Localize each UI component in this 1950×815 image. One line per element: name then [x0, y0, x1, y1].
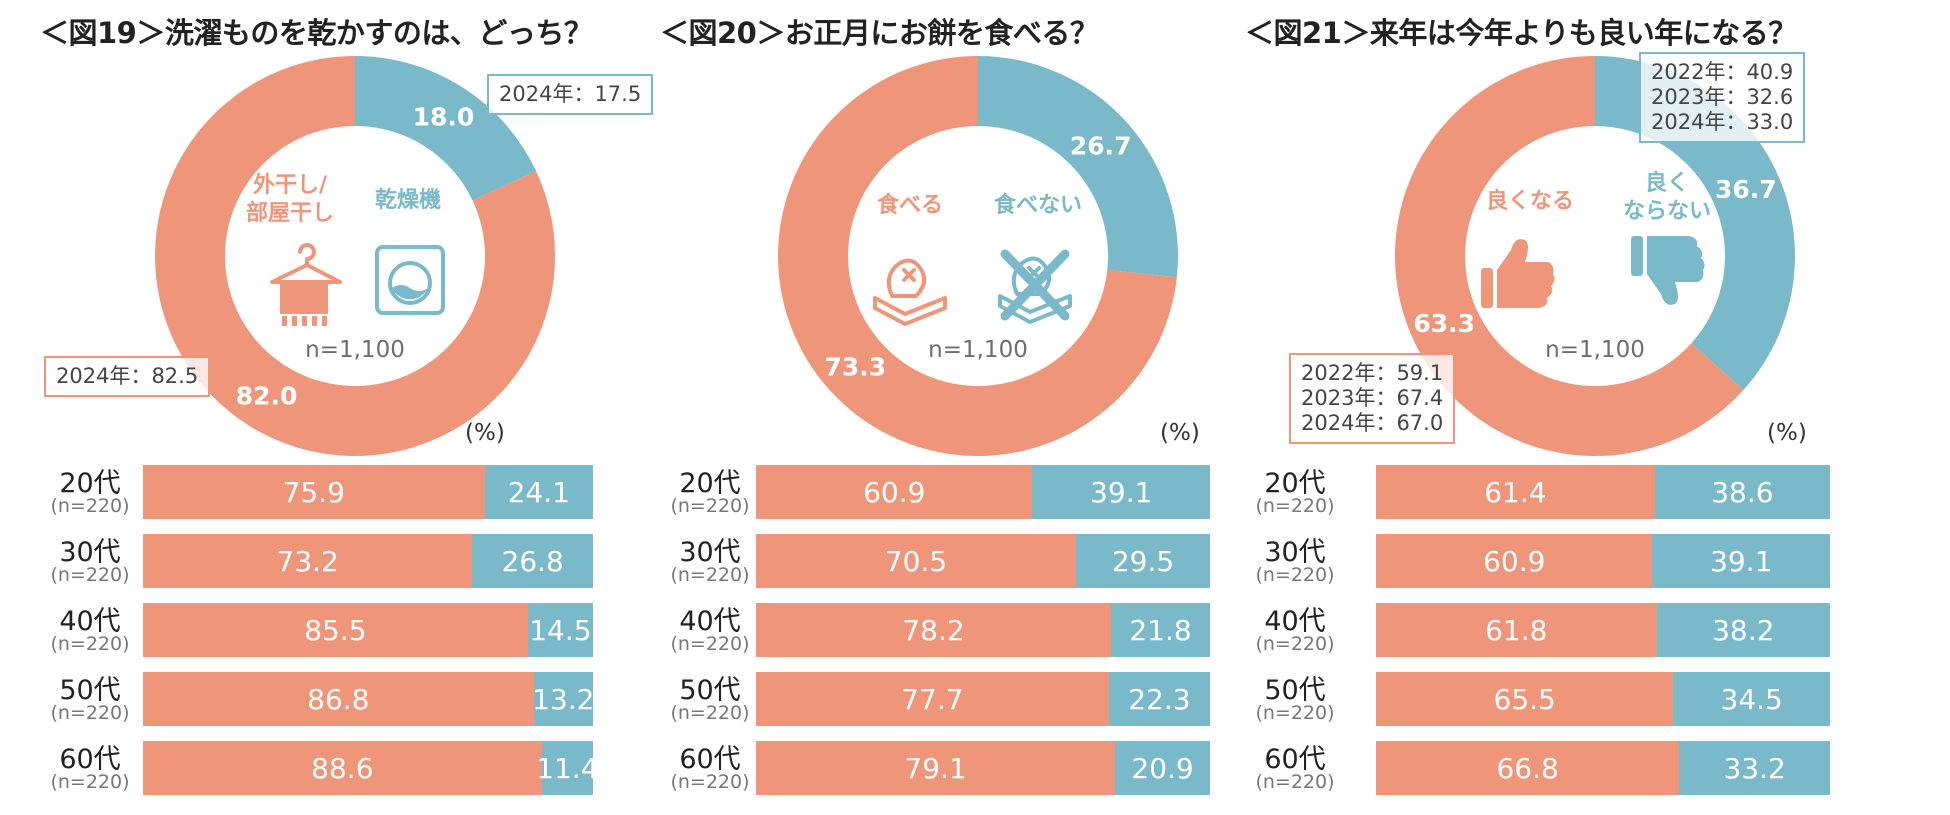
- stacked-bar: 77.7 22.3: [756, 672, 1210, 726]
- row-sample-size: (n=220): [1255, 564, 1335, 586]
- chart-title: ＜図20＞お正月にお餅を食べる？: [660, 16, 1099, 50]
- bar-segment-b: 29.5: [1076, 534, 1210, 588]
- row-sample-size: (n=220): [670, 633, 750, 655]
- bar-segment-a: 70.5: [756, 534, 1077, 588]
- callout-line: 2024年：82.5: [56, 364, 199, 388]
- age-label: 60代: [679, 744, 741, 775]
- callout-a: 2024年：82.5: [44, 356, 211, 397]
- bar-segment-b: 14.5: [527, 603, 593, 657]
- callout-line: 2022年：40.9: [1651, 60, 1794, 84]
- bar-segment-b: 33.2: [1679, 741, 1830, 795]
- age-label: 30代: [1264, 537, 1326, 568]
- age-label: 40代: [59, 606, 121, 637]
- bar-segment-b: 34.5: [1673, 672, 1830, 726]
- bar-segment-a: 66.8: [1376, 741, 1680, 795]
- bar-segment-a: 61.4: [1376, 465, 1655, 519]
- stacked-bar: 65.5 34.5: [1376, 672, 1830, 726]
- chart-panel-19: ＜図19＞洗濯ものを乾かすのは、どっち？ 20代 (n=220) 75.9 24.1 30…: [40, 0, 660, 815]
- callout-line: 2022年：59.1: [1301, 361, 1444, 385]
- callout-b: 2022年：40.9 2023年：32.6 2024年：33.0: [1639, 52, 1806, 143]
- stacked-bar: 85.5 14.5: [143, 603, 593, 657]
- unit-label: (%): [1767, 420, 1807, 446]
- row-sample-size: (n=220): [50, 702, 130, 724]
- stacked-bar: 75.9 24.1: [143, 465, 593, 519]
- callout-line: 2024年：17.5: [499, 82, 642, 106]
- callout-line: 2023年：32.6: [1651, 85, 1794, 109]
- bar-segment-b: 24.1: [484, 465, 593, 519]
- bar-segment-b: 21.8: [1111, 603, 1210, 657]
- age-label: 40代: [1264, 606, 1326, 637]
- bar-segment-b: 38.6: [1654, 465, 1830, 519]
- bar-segment-b: 26.8: [472, 534, 593, 588]
- bar-segment-b: 13.2: [532, 672, 594, 726]
- chart-title: ＜図21＞来年は今年よりも良い年になる？: [1245, 16, 1797, 50]
- bar-segment-b: 22.3: [1108, 672, 1210, 726]
- stacked-bar: 86.8 13.2: [143, 672, 594, 726]
- bar-segment-b: 38.2: [1656, 603, 1830, 657]
- unit-label: (%): [1160, 420, 1200, 446]
- age-label: 60代: [1264, 744, 1326, 775]
- age-label: 50代: [679, 675, 741, 706]
- stacked-bar: 61.4 38.6: [1376, 465, 1830, 519]
- bar-segment-a: 86.8: [143, 672, 534, 726]
- age-label: 30代: [679, 537, 741, 568]
- row-sample-size: (n=220): [1255, 771, 1335, 793]
- age-label: 20代: [59, 468, 121, 499]
- stacked-bar: 88.6 11.4: [143, 741, 599, 795]
- bar-segment-b: 11.4: [536, 741, 599, 795]
- callout-line: 2023年：67.4: [1301, 386, 1444, 410]
- age-label: 30代: [59, 537, 121, 568]
- bar-segment-a: 60.9: [756, 465, 1033, 519]
- chart-title: ＜図19＞洗濯ものを乾かすのは、どっち？: [40, 16, 593, 50]
- age-label: 60代: [59, 744, 121, 775]
- bar-segment-a: 65.5: [1376, 672, 1674, 726]
- stacked-bar: 60.9 39.1: [756, 465, 1210, 519]
- chart-panel-21: ＜図21＞来年は今年よりも良い年になる？ 20代 (n=220) 61.4 38.6 30…: [1245, 0, 1950, 815]
- row-sample-size: (n=220): [670, 771, 750, 793]
- bar-segment-b: 20.9: [1115, 741, 1210, 795]
- bar-segment-b: 39.1: [1652, 534, 1830, 588]
- stacked-bar: 79.1 20.9: [756, 741, 1210, 795]
- stacked-bar: 60.9 39.1: [1376, 534, 1830, 588]
- bar-segment-a: 85.5: [143, 603, 528, 657]
- row-sample-size: (n=220): [670, 495, 750, 517]
- row-sample-size: (n=220): [50, 564, 130, 586]
- unit-label: (%): [465, 420, 505, 446]
- age-label: 50代: [1264, 675, 1326, 706]
- row-sample-size: (n=220): [50, 495, 130, 517]
- bar-segment-a: 78.2: [756, 603, 1112, 657]
- row-sample-size: (n=220): [50, 771, 130, 793]
- row-sample-size: (n=220): [670, 564, 750, 586]
- stacked-bar: 61.8 38.2: [1376, 603, 1830, 657]
- bar-segment-a: 75.9: [143, 465, 485, 519]
- bar-segment-b: 39.1: [1032, 465, 1210, 519]
- row-sample-size: (n=220): [1255, 702, 1335, 724]
- chart-panel-20: ＜図20＞お正月にお餅を食べる？ 20代 (n=220) 60.9 39.1 30代 (n=…: [660, 0, 1245, 815]
- bar-segment-a: 79.1: [756, 741, 1116, 795]
- row-sample-size: (n=220): [1255, 633, 1335, 655]
- stacked-bar: 78.2 21.8: [756, 603, 1210, 657]
- row-sample-size: (n=220): [670, 702, 750, 724]
- bar-segment-a: 88.6: [143, 741, 542, 795]
- callout-a: 2022年：59.1 2023年：67.4 2024年：67.0: [1289, 353, 1456, 444]
- row-sample-size: (n=220): [50, 633, 130, 655]
- bar-segment-a: 61.8: [1376, 603, 1657, 657]
- age-label: 50代: [59, 675, 121, 706]
- age-label: 20代: [1264, 468, 1326, 499]
- age-label: 20代: [679, 468, 741, 499]
- row-sample-size: (n=220): [1255, 495, 1335, 517]
- bar-segment-a: 73.2: [143, 534, 473, 588]
- bar-segment-a: 77.7: [756, 672, 1109, 726]
- callout-b: 2024年：17.5: [487, 74, 654, 115]
- callout-line: 2024年：67.0: [1301, 411, 1444, 435]
- age-label: 40代: [679, 606, 741, 637]
- bar-segment-a: 60.9: [1376, 534, 1653, 588]
- stacked-bar: 66.8 33.2: [1376, 741, 1830, 795]
- stacked-bar: 73.2 26.8: [143, 534, 593, 588]
- stacked-bar: 70.5 29.5: [756, 534, 1210, 588]
- callout-line: 2024年：33.0: [1651, 110, 1794, 134]
